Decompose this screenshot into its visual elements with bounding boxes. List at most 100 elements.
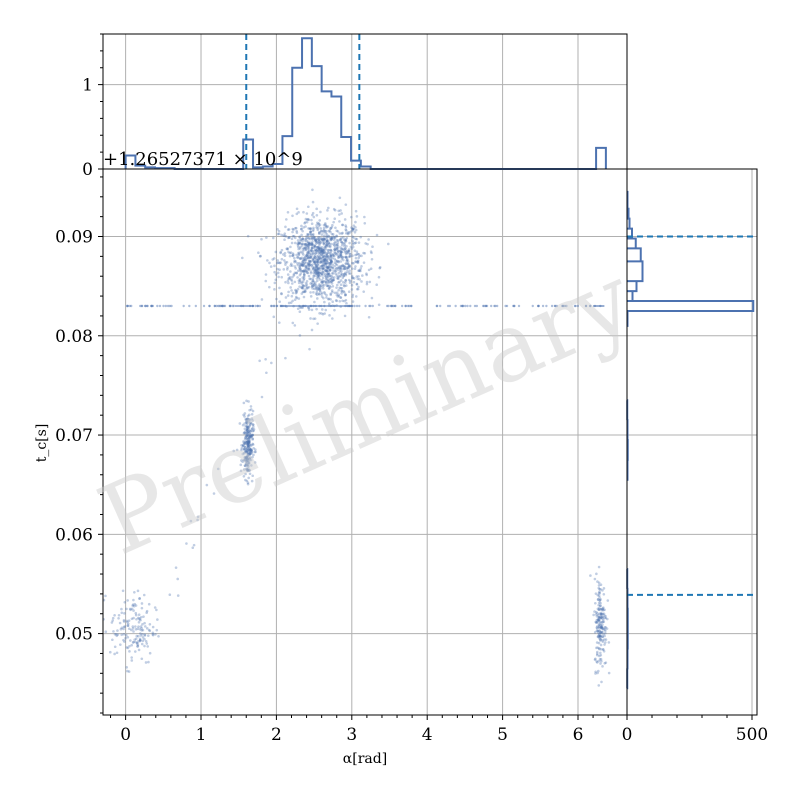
scatter-point bbox=[318, 251, 321, 254]
scatter-point bbox=[331, 278, 335, 282]
scatter-point bbox=[244, 459, 248, 463]
scatter-point bbox=[356, 259, 360, 262]
scatter-point bbox=[309, 259, 313, 263]
scatter-point bbox=[245, 479, 249, 483]
scatter-point bbox=[323, 255, 326, 258]
scatter-point bbox=[354, 241, 358, 244]
scatter-point bbox=[120, 626, 124, 630]
scatter-point bbox=[302, 259, 305, 263]
scatter-point bbox=[322, 272, 326, 275]
scatter-point bbox=[322, 241, 326, 245]
scatter-point bbox=[346, 260, 350, 263]
scatter-point bbox=[250, 434, 253, 438]
scatter-point bbox=[142, 593, 146, 597]
scatter-point bbox=[338, 213, 341, 216]
scatter-point bbox=[349, 215, 353, 219]
scatter-point bbox=[339, 296, 343, 299]
scatter-point bbox=[288, 236, 291, 239]
scatter-point bbox=[108, 650, 112, 654]
scatter-point bbox=[310, 247, 314, 250]
scatter-point bbox=[321, 267, 325, 270]
scatter-point bbox=[340, 287, 344, 290]
scatter-point bbox=[323, 238, 326, 242]
scatter-point bbox=[340, 236, 343, 240]
scatter-point bbox=[321, 270, 324, 273]
scatter-point bbox=[324, 231, 328, 235]
scatter-point bbox=[322, 252, 326, 255]
scatter-point bbox=[293, 260, 296, 264]
scatter-point bbox=[307, 285, 311, 289]
scatter-point bbox=[290, 237, 294, 241]
scatter-point bbox=[322, 243, 326, 246]
scatter-point bbox=[305, 283, 309, 286]
scatter-point bbox=[331, 276, 334, 280]
scatter-point bbox=[493, 304, 496, 308]
scatter-point bbox=[317, 276, 321, 280]
scatter-point bbox=[291, 214, 294, 218]
scatter-point bbox=[291, 264, 294, 267]
scatter-point bbox=[246, 447, 249, 450]
scatter-point bbox=[400, 304, 404, 308]
scatter-point bbox=[309, 248, 313, 252]
scatter-point bbox=[325, 265, 329, 268]
scatter-point bbox=[247, 426, 251, 429]
scatter-point bbox=[305, 234, 308, 238]
scatter-point bbox=[309, 233, 313, 236]
scatter-point bbox=[323, 290, 326, 294]
scatter-point bbox=[318, 230, 321, 234]
scatter-point bbox=[232, 449, 236, 453]
scatter-point bbox=[354, 209, 358, 213]
scatter-point bbox=[345, 251, 348, 254]
scatter-point bbox=[334, 272, 338, 276]
scatter-point bbox=[327, 302, 331, 305]
scatter-point bbox=[246, 448, 250, 451]
scatter-point bbox=[247, 442, 250, 446]
scatter-point bbox=[147, 634, 150, 637]
scatter-point bbox=[287, 290, 290, 294]
scatter-point bbox=[283, 251, 287, 255]
scatter-point bbox=[296, 245, 300, 249]
scatter-point bbox=[345, 244, 348, 248]
scatter-point bbox=[335, 253, 338, 256]
scatter-point bbox=[250, 449, 253, 452]
scatter-point bbox=[323, 245, 327, 249]
scatter-point bbox=[316, 226, 320, 230]
scatter-point bbox=[473, 304, 477, 308]
scatter-point bbox=[143, 621, 146, 625]
scatter-point bbox=[329, 251, 333, 255]
scatter-point bbox=[244, 456, 248, 459]
scatter-point bbox=[318, 231, 321, 235]
scatter-point bbox=[298, 310, 302, 313]
scatter-point bbox=[111, 616, 115, 620]
scatter-point bbox=[599, 630, 603, 634]
scatter-point bbox=[341, 223, 345, 227]
scatter-point bbox=[335, 263, 339, 267]
scatter-point bbox=[321, 285, 325, 288]
scatter-point bbox=[607, 641, 611, 644]
scatter-point bbox=[314, 239, 318, 242]
scatter-point bbox=[597, 608, 601, 612]
scatter-point bbox=[287, 281, 290, 285]
scatter-point bbox=[307, 256, 311, 259]
scatter-point bbox=[302, 270, 306, 274]
scatter-point bbox=[553, 304, 557, 308]
scatter-point bbox=[322, 223, 326, 227]
scatter-point bbox=[284, 261, 287, 264]
scatter-point bbox=[333, 257, 336, 261]
scatter-point bbox=[129, 639, 132, 642]
scatter-point bbox=[326, 284, 329, 288]
scatter-point bbox=[280, 248, 284, 252]
scatter-point bbox=[319, 284, 323, 288]
scatter-point bbox=[316, 270, 319, 273]
scatter-point bbox=[321, 252, 324, 255]
scatter-point bbox=[485, 304, 489, 308]
scatter-point bbox=[327, 234, 331, 238]
scatter-point bbox=[328, 242, 331, 246]
scatter-point bbox=[318, 246, 322, 250]
scatter-point bbox=[244, 418, 248, 422]
scatter-point bbox=[322, 236, 325, 240]
scatter-point bbox=[126, 635, 130, 639]
scatter-point bbox=[300, 282, 303, 285]
scatter-point bbox=[295, 229, 298, 233]
scatter-point bbox=[298, 247, 302, 250]
